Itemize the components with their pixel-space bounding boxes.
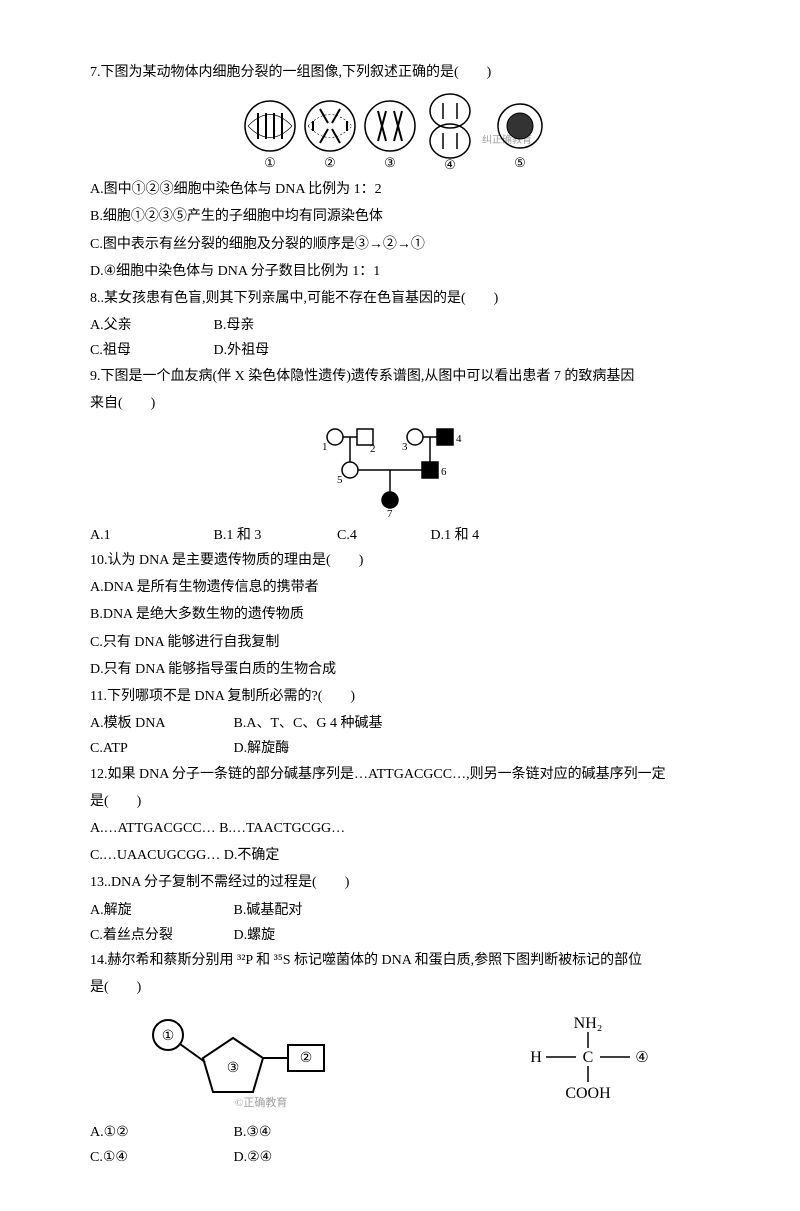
q11-C: C.ATP: [90, 736, 230, 761]
q12-stem2: 是( ): [90, 789, 710, 814]
q13-A: A.解旋: [90, 898, 230, 923]
q14-nh2: NH₂: [573, 1015, 602, 1032]
q14-B: B.③④: [234, 1125, 272, 1140]
q14-A: A.①②: [90, 1120, 230, 1145]
q9-C: C.4: [337, 523, 427, 548]
q7-l2: ②: [324, 155, 336, 170]
q14-l2: ②: [299, 1051, 312, 1066]
q8-A: A.父亲: [90, 313, 210, 338]
q12-AB: A.…ATTGACGCC… B.…TAACTGCGG…: [90, 816, 710, 841]
q13-B: B.碱基配对: [234, 903, 303, 918]
q14-c: C: [582, 1049, 593, 1066]
q11-A: A.模板 DNA: [90, 711, 230, 736]
q13-D: D.螺旋: [234, 928, 276, 943]
q14-stem1: 14.赫尔希和蔡斯分别用 ³²P 和 ³⁵S 标记噬菌体的 DNA 和蛋白质,参…: [90, 948, 710, 973]
q13-stem: 13..DNA 分子复制不需经过的过程是( ): [90, 870, 710, 895]
q7-B: B.细胞①②③⑤产生的子细胞中均有同源染色体: [90, 204, 710, 229]
q10-stem: 10.认为 DNA 是主要遗传物质的理由是( ): [90, 548, 710, 573]
q8-stem: 8..某女孩患有色盲,则其下列亲属中,可能不存在色盲基因的是( ): [90, 286, 710, 311]
svg-text:5: 5: [337, 474, 343, 486]
q7-l4: ④: [444, 157, 456, 171]
q10-C: C.只有 DNA 能够进行自我复制: [90, 630, 710, 655]
q9-stem1: 9.下图是一个血友病(伴 X 染色体隐性遗传)遗传系谱图,从图中可以看出患者 7…: [90, 364, 710, 389]
q14-figure: ① ③ ② ©正确教育 NH₂ H C ④ COOH: [90, 1010, 710, 1110]
q14-D: D.②④: [234, 1150, 273, 1165]
q11-B: B.A、T、C、G 4 种碱基: [234, 716, 383, 731]
q9-A: A.1: [90, 523, 210, 548]
svg-text:3: 3: [402, 441, 408, 453]
q11-stem: 11.下列哪项不是 DNA 复制所必需的?( ): [90, 684, 710, 709]
q8-C: C.祖母: [90, 338, 210, 363]
q14-cooh: COOH: [565, 1085, 611, 1102]
q14-l3: ③: [226, 1061, 239, 1076]
q7-stem: 7.下图为某动物体内细胞分裂的一组图像,下列叙述正确的是( ): [90, 60, 710, 85]
q10-B: B.DNA 是绝大多数生物的遗传物质: [90, 602, 710, 627]
svg-text:7: 7: [387, 508, 393, 517]
q7-D: D.④细胞中染色体与 DNA 分子数目比例为 1：1: [90, 259, 710, 284]
q11-D: D.解旋酶: [234, 741, 290, 756]
q14-l1: ①: [161, 1029, 174, 1044]
q7-l1: ①: [264, 155, 276, 170]
svg-text:2: 2: [370, 443, 376, 455]
exam-page: 7.下图为某动物体内细胞分裂的一组图像,下列叙述正确的是( ) ① ②: [0, 0, 800, 1211]
q7-C: C.图中表示有丝分裂的细胞及分裂的顺序是③→②→①: [90, 232, 710, 257]
q12-stem1: 12.如果 DNA 分子一条链的部分碱基序列是…ATTGACGCC…,则另一条链…: [90, 762, 710, 787]
q8-B: B.母亲: [214, 313, 334, 338]
svg-text:1: 1: [322, 441, 328, 453]
q7-l3: ③: [384, 155, 396, 170]
q7-figure: ① ② ③: [90, 91, 710, 171]
q14-C: C.①④: [90, 1145, 230, 1170]
q12-CD: C.…UAACUGCGG… D.不确定: [90, 843, 710, 868]
q13-C: C.着丝点分裂: [90, 923, 230, 948]
svg-text:4: 4: [456, 433, 462, 445]
q14-watermark: ©正确教育: [235, 1095, 287, 1109]
q14-l4: ④: [635, 1050, 648, 1066]
q9-B: B.1 和 3: [214, 523, 334, 548]
q7-A: A.图中①②③细胞中染色体与 DNA 比例为 1：2: [90, 177, 710, 202]
svg-text:6: 6: [441, 466, 447, 478]
q14-stem2: 是( ): [90, 975, 710, 1000]
q9-figure: 1 2 3 4 5 6 7: [90, 422, 710, 517]
q10-A: A.DNA 是所有生物遗传信息的携带者: [90, 575, 710, 600]
q9-stem2: 来自( ): [90, 391, 710, 416]
q8-D: D.外祖母: [214, 338, 334, 363]
q14-h: H: [530, 1049, 542, 1066]
q7-l5: ⑤: [514, 155, 526, 170]
q9-D: D.1 和 4: [431, 523, 551, 548]
q10-D: D.只有 DNA 能够指导蛋白质的生物合成: [90, 657, 710, 682]
